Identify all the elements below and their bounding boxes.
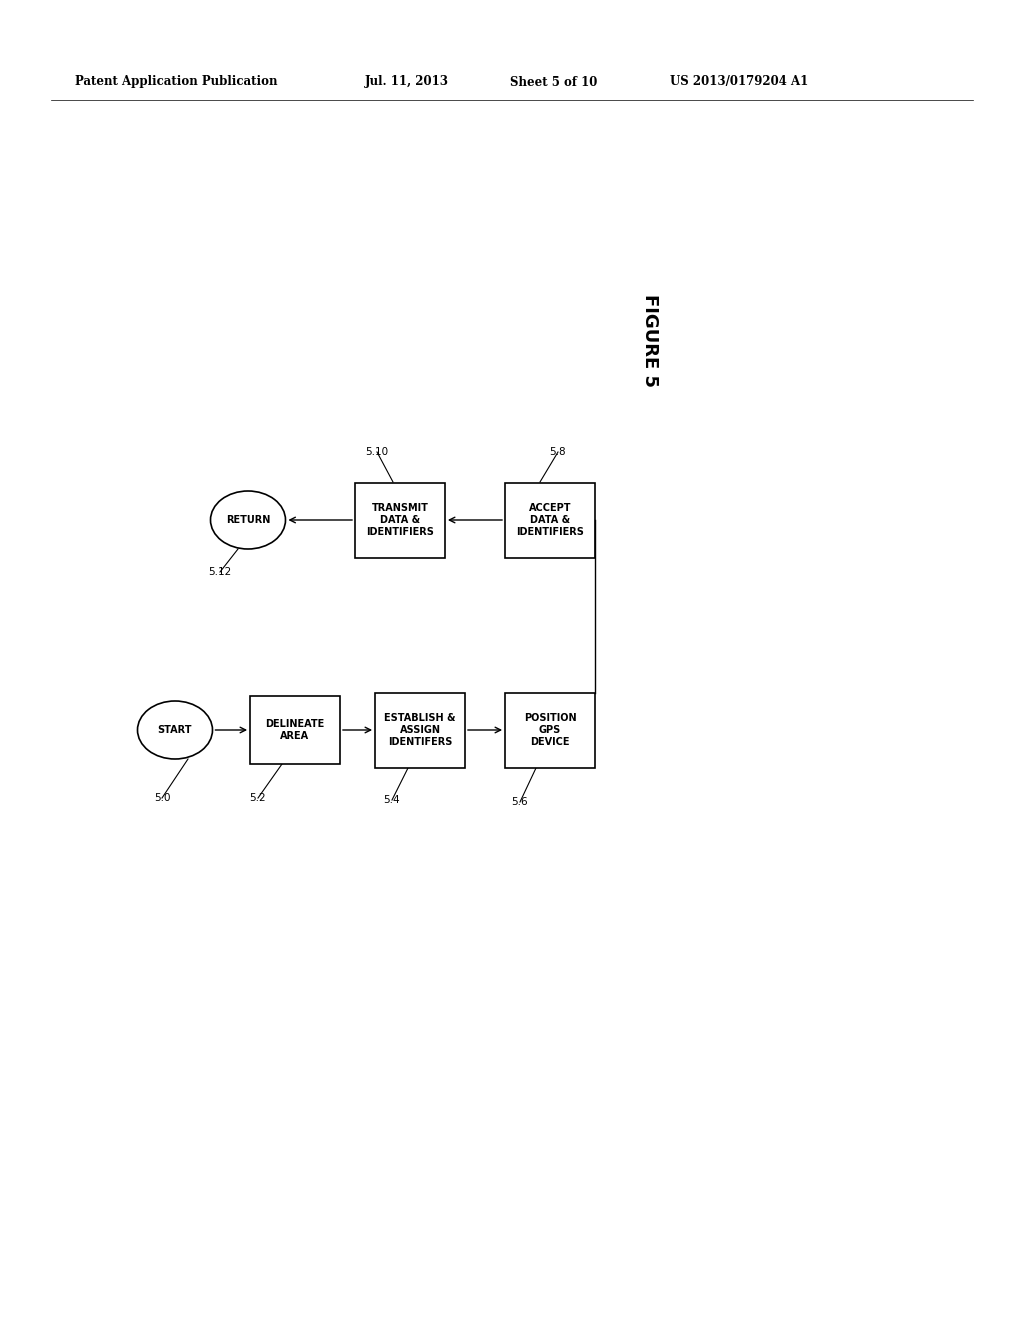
Text: POSITION
GPS
DEVICE: POSITION GPS DEVICE	[523, 713, 577, 747]
Text: 5.6: 5.6	[512, 797, 528, 807]
Bar	[250, 696, 340, 764]
Text: 5.4: 5.4	[384, 795, 400, 805]
Bar	[355, 483, 445, 557]
Text: Sheet 5 of 10: Sheet 5 of 10	[510, 75, 597, 88]
Ellipse shape	[137, 701, 213, 759]
Text: 5.0: 5.0	[154, 793, 170, 803]
Text: RETURN: RETURN	[226, 515, 270, 525]
Text: START: START	[158, 725, 193, 735]
Text: DELINEATE
AREA: DELINEATE AREA	[265, 719, 325, 742]
Text: ESTABLISH &
ASSIGN
IDENTIFERS: ESTABLISH & ASSIGN IDENTIFERS	[384, 713, 456, 747]
Text: TRANSMIT
DATA &
IDENTIFIERS: TRANSMIT DATA & IDENTIFIERS	[366, 503, 434, 537]
Text: 5.2: 5.2	[250, 793, 266, 803]
Text: 5.10: 5.10	[366, 447, 388, 457]
Bar	[505, 693, 595, 767]
Text: 5.8: 5.8	[550, 447, 566, 457]
Text: ACCEPT
DATA &
IDENTIFIERS: ACCEPT DATA & IDENTIFIERS	[516, 503, 584, 537]
Ellipse shape	[211, 491, 286, 549]
Text: Patent Application Publication: Patent Application Publication	[75, 75, 278, 88]
Text: US 2013/0179204 A1: US 2013/0179204 A1	[670, 75, 808, 88]
Text: FIGURE 5: FIGURE 5	[641, 293, 659, 387]
Bar	[505, 483, 595, 557]
Text: Jul. 11, 2013: Jul. 11, 2013	[365, 75, 449, 88]
Text: 5.12: 5.12	[208, 568, 231, 577]
Bar	[375, 693, 465, 767]
